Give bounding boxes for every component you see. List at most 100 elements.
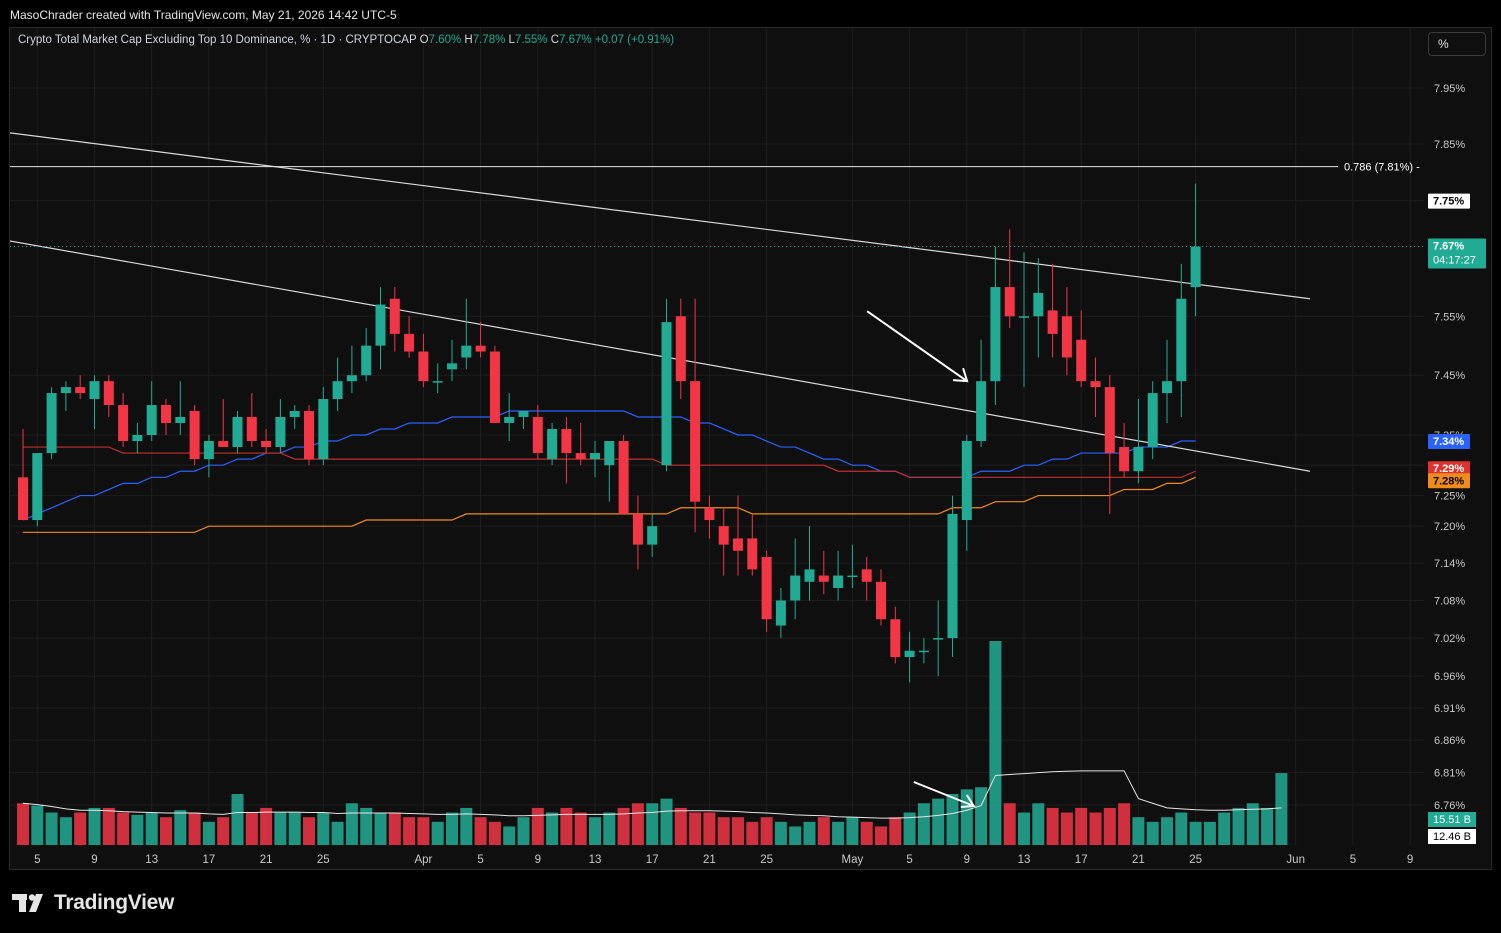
fib-level-label: 0.786 (7.81%) - <box>1344 162 1420 174</box>
x-axis-tick-label: 9 <box>1407 854 1413 866</box>
candle-body <box>118 405 129 442</box>
legend-high-label: H <box>464 34 473 46</box>
y-axis-tick-label: 7.25% <box>1434 491 1465 503</box>
volume-bar <box>846 817 859 845</box>
volume-axis-badge-label: 12.46 B <box>1433 831 1471 843</box>
candle-body <box>475 345 486 352</box>
volume-axis-badge <box>1428 829 1476 844</box>
volume-bar <box>288 812 301 845</box>
x-axis: 5 9 13 17 21 25 Apr 5 9 13 17 21 25 May 5 9 13 17 21 25 Jun 5… <box>34 854 1413 866</box>
volume-bar <box>546 812 559 845</box>
candle-body <box>876 581 886 620</box>
candle-body <box>976 381 987 442</box>
volume-bar <box>674 807 687 845</box>
volume-bar <box>217 817 230 845</box>
percent-scale-toggle[interactable]: % <box>1428 32 1486 56</box>
volume-bar <box>117 812 130 845</box>
volume-bar <box>903 812 916 845</box>
footer-brand-text: TradingView <box>54 891 175 914</box>
volume-bar <box>202 821 215 845</box>
x-axis-tick-label: 9 <box>535 854 541 866</box>
grid-lines <box>10 28 1424 845</box>
candle-body <box>389 298 400 334</box>
volume-bar <box>460 807 473 845</box>
candle-body <box>1133 447 1144 472</box>
y-axis: 7.95%7.85%7.75%7.55%7.45%7.35%7.30%7.25%… <box>1434 83 1465 812</box>
candle-body <box>132 434 143 442</box>
volume-bar <box>474 817 487 845</box>
volume-bar <box>245 812 258 845</box>
volume-bar <box>1060 812 1073 845</box>
volume-bar <box>446 812 458 845</box>
volume-bar <box>889 817 902 845</box>
volume-bar <box>603 812 616 845</box>
volume-bar <box>917 803 930 845</box>
candle-body <box>346 375 357 382</box>
candle-body <box>361 345 372 376</box>
volume-bar <box>1203 821 1216 845</box>
price-axis-badge-label: 7.29% <box>1433 463 1464 475</box>
candle-body <box>1019 316 1029 318</box>
volume-bar <box>703 812 716 845</box>
volume-bar <box>717 817 730 845</box>
annotation-arrow <box>866 310 968 382</box>
candle-body <box>918 650 929 653</box>
footer-brand[interactable]: TradingView <box>12 891 174 915</box>
volume-bar <box>1132 817 1145 845</box>
candle-body <box>189 410 200 460</box>
x-axis-tick-label: 13 <box>1018 854 1031 866</box>
candle-body <box>275 416 286 448</box>
candle-body <box>904 650 915 658</box>
annotation-arrowhead <box>960 794 976 808</box>
volume-bar <box>331 821 344 845</box>
candle-body <box>332 381 343 400</box>
trendline <box>10 240 1311 472</box>
volume-bar <box>1118 803 1131 845</box>
volume-bar <box>875 826 887 845</box>
volume-bar <box>1189 821 1202 845</box>
candle-body <box>18 477 28 521</box>
volume-bar <box>774 821 787 845</box>
y-axis-tick-label: 6.96% <box>1434 671 1465 683</box>
candle-body <box>733 538 743 551</box>
tradingview-logo-icon <box>12 894 43 912</box>
legend-open-label: O <box>419 34 429 46</box>
y-axis-tick-label: 6.81% <box>1434 767 1465 779</box>
candle-body <box>504 416 515 423</box>
candle-body <box>75 387 86 394</box>
candle-body <box>246 416 257 442</box>
volume-ma-line <box>22 770 1282 819</box>
candle-body <box>161 405 171 423</box>
candle-body <box>761 556 772 620</box>
volume-bar <box>74 812 87 845</box>
candle-body <box>790 575 801 601</box>
candle-body <box>60 387 71 394</box>
x-axis-tick-label: 5 <box>477 854 483 866</box>
candle-body <box>690 381 701 502</box>
candle-body <box>604 441 615 466</box>
volume-bar <box>1232 807 1245 845</box>
volume-bar <box>431 821 444 845</box>
legend-low-value: 7.55% <box>514 34 548 46</box>
volume-bar <box>17 803 29 845</box>
candle-body <box>461 345 472 358</box>
volume-bar <box>374 812 387 845</box>
candle-body <box>575 453 586 460</box>
attribution-header: MasoChrader created with TradingView.com… <box>10 8 397 22</box>
volume-bar <box>732 817 744 845</box>
volume-bar <box>617 807 630 845</box>
candle-body <box>847 575 858 578</box>
chart-frame[interactable] <box>9 27 1492 870</box>
volume-bar <box>274 812 287 845</box>
y-axis-tick-label: 7.95% <box>1434 83 1465 95</box>
volume-bar <box>817 817 830 845</box>
volume-bar <box>803 821 816 845</box>
candle-body <box>304 410 314 460</box>
volume-bar <box>1146 821 1159 845</box>
candle-body <box>1047 310 1058 334</box>
candle-body <box>675 316 686 382</box>
volume-bar <box>1032 803 1045 845</box>
candle-body <box>447 363 457 370</box>
candle-body <box>718 526 729 545</box>
